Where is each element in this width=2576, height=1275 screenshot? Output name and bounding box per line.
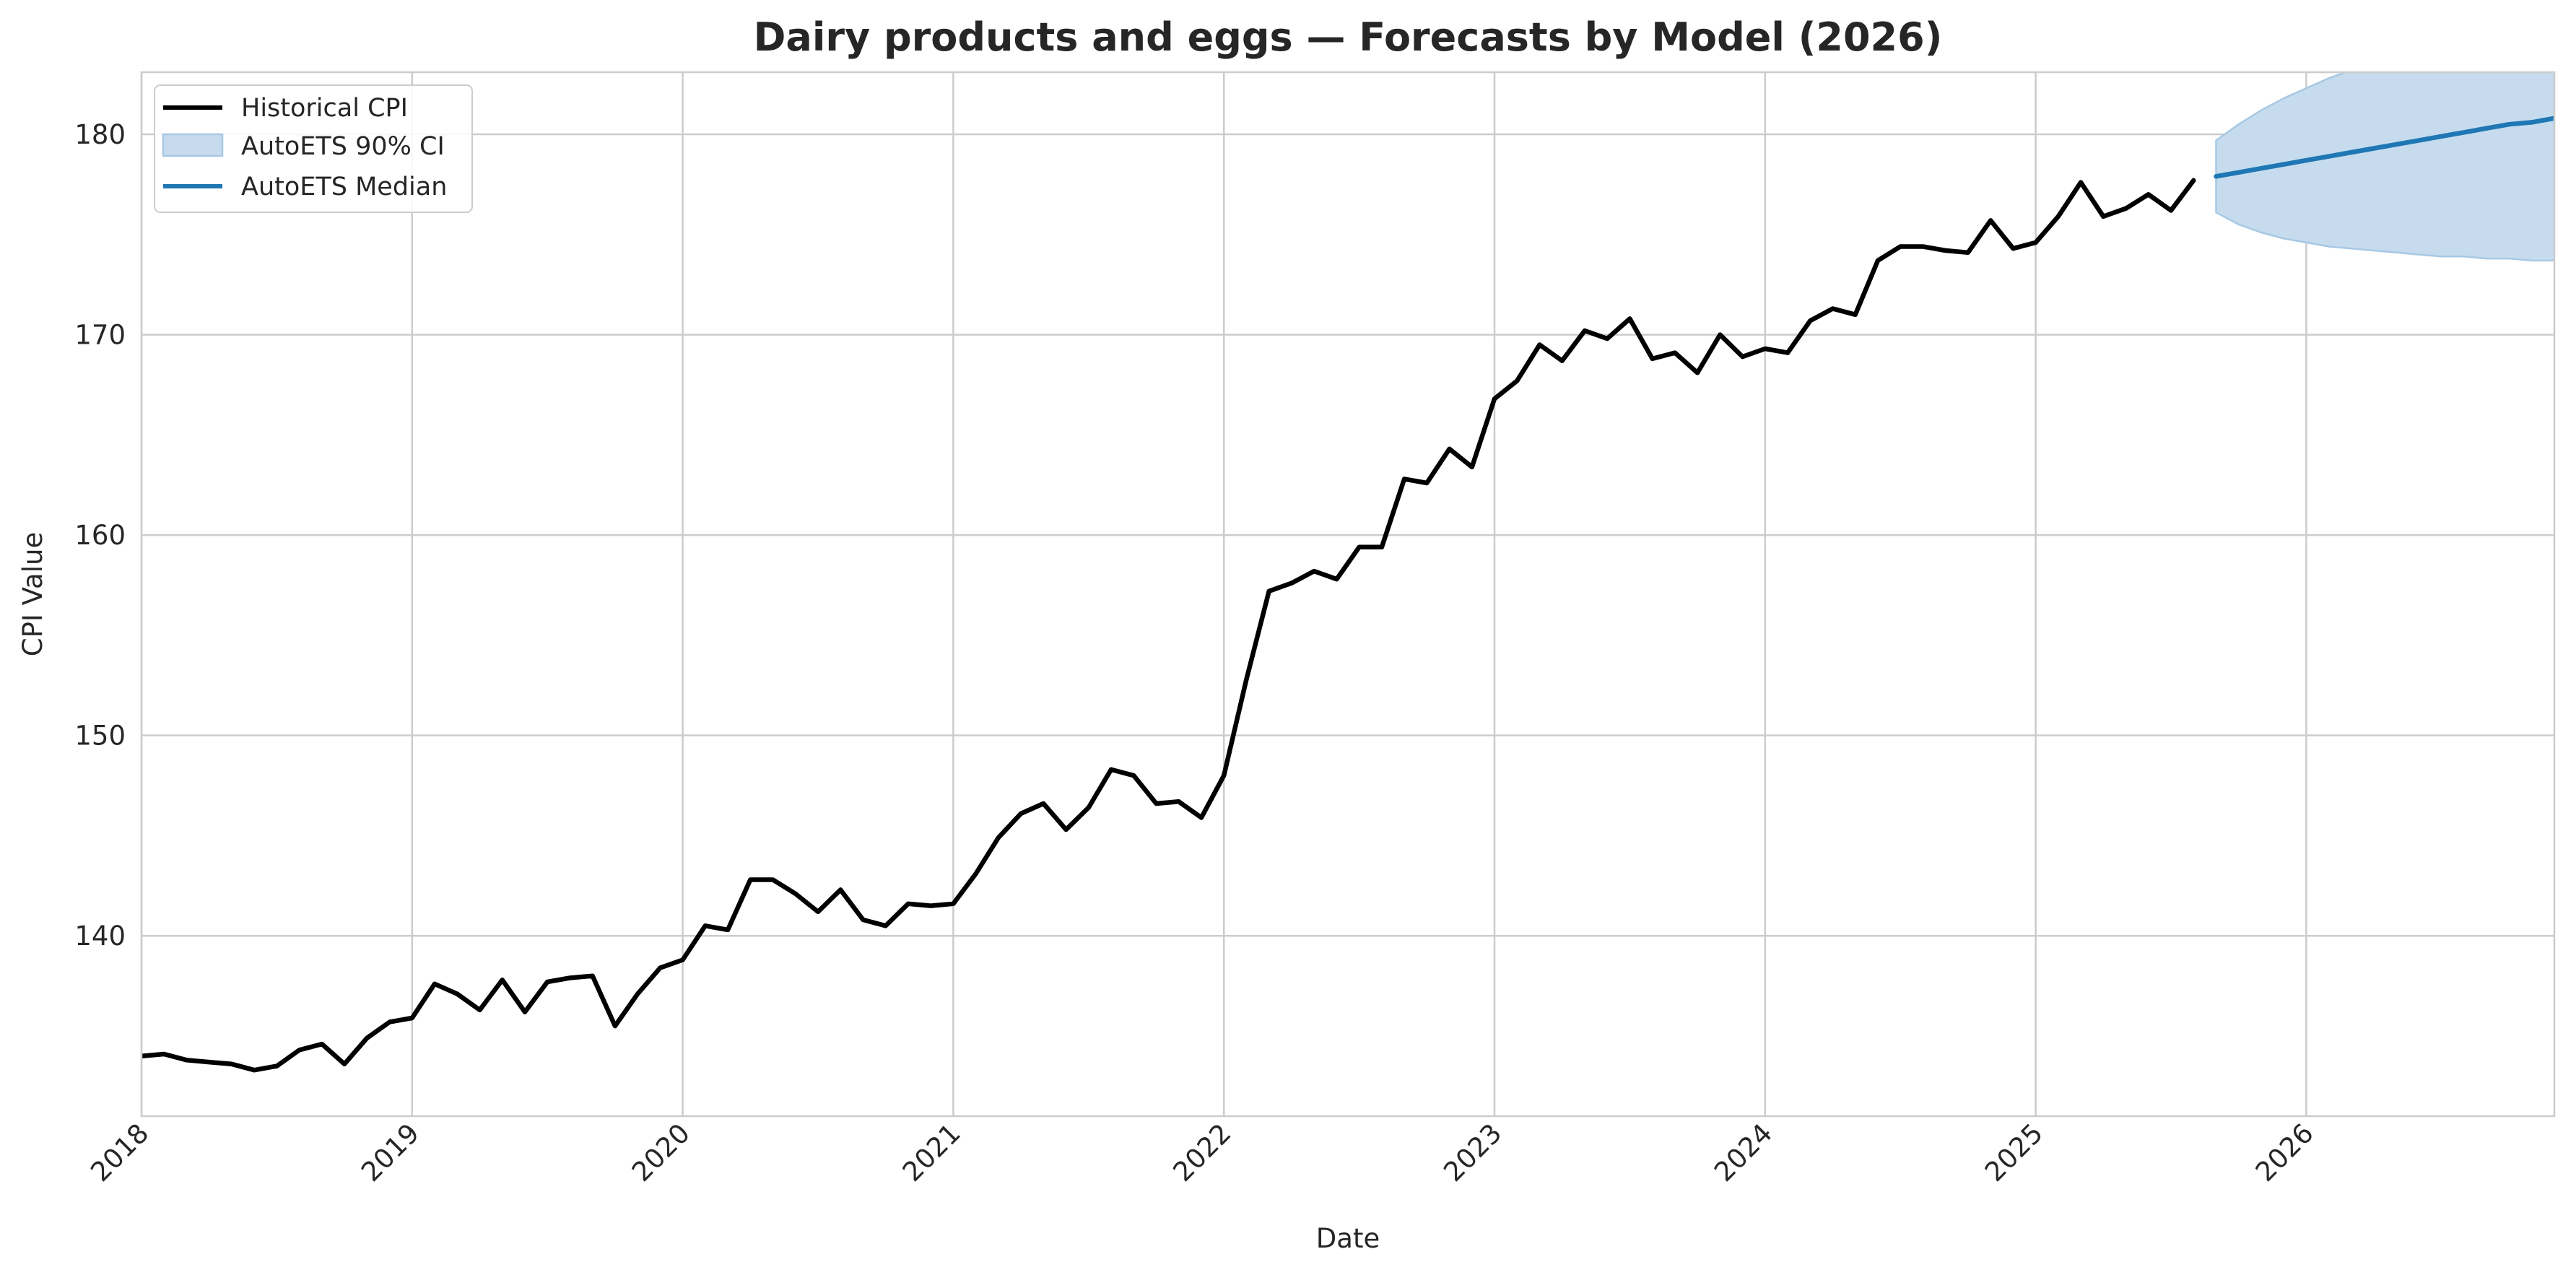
y-tick-label: 140: [74, 921, 126, 952]
data-layer: [142, 72, 2554, 1073]
legend-label-ci: AutoETS 90% CI: [241, 132, 445, 161]
legend-box: [154, 84, 473, 213]
y-axis-label: CPI Value: [17, 532, 48, 656]
y-tick-label: 170: [74, 320, 126, 351]
y-tick-label: 150: [74, 721, 126, 752]
legend-label-historical: Historical CPI: [241, 94, 408, 123]
legend: Historical CPI AutoETS 90% CI AutoETS Me…: [154, 84, 473, 213]
y-tick-label: 160: [74, 520, 126, 551]
legend-swatch-ci: [162, 133, 224, 157]
plot-area: [142, 72, 2554, 1116]
plot-frame: [140, 71, 2556, 1118]
autoets-median-line: [2214, 116, 2554, 179]
ci-band: [2215, 72, 2554, 262]
historical-cpi-line: [142, 178, 2196, 1073]
x-axis-label: Date: [1316, 1223, 1380, 1254]
y-tick-label: 180: [74, 119, 126, 150]
legend-label-median: AutoETS Median: [241, 173, 447, 201]
chart-title: Dairy products and eggs — Forecasts by M…: [754, 14, 1943, 60]
grid: [140, 72, 2554, 1116]
